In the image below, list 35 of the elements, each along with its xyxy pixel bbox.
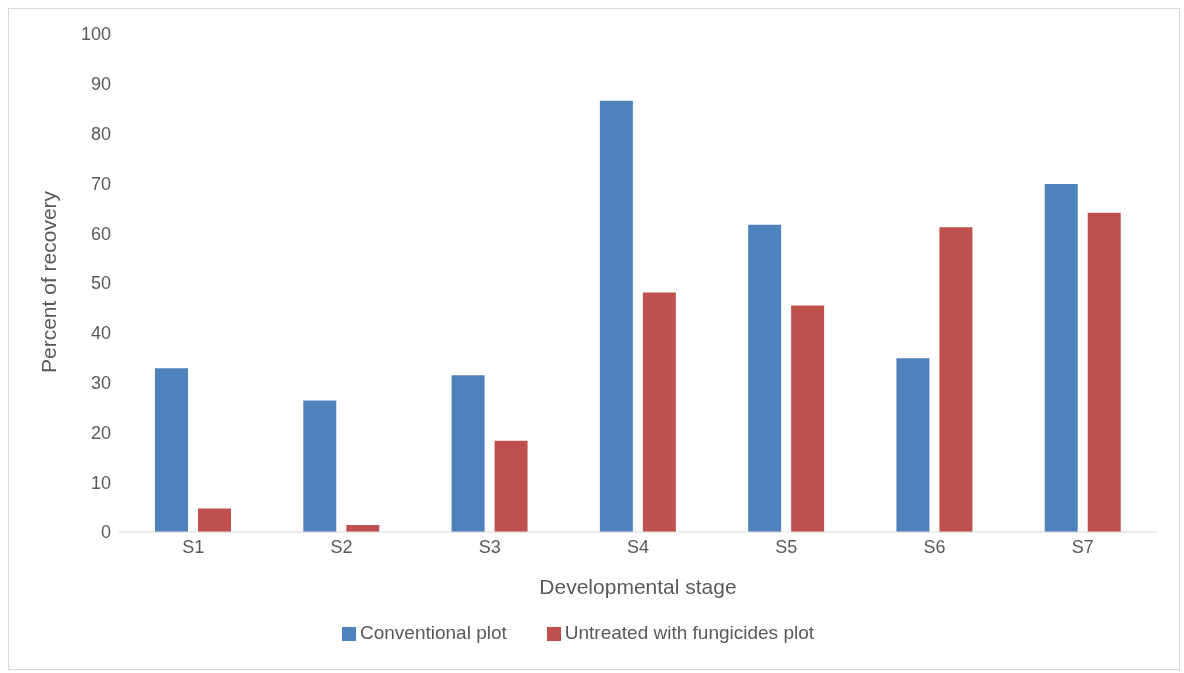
y-tick-label: 60 xyxy=(90,223,111,244)
bar xyxy=(494,440,528,532)
bar xyxy=(1044,183,1078,532)
bar xyxy=(896,358,930,532)
bar xyxy=(939,227,973,532)
x-axis-title: Developmental stage xyxy=(539,575,737,598)
x-tick-label: S6 xyxy=(923,536,946,557)
y-tick-label: 70 xyxy=(90,173,111,194)
y-axis-title: Percent of recovery xyxy=(37,190,61,373)
legend-label: Conventional plot xyxy=(359,622,507,643)
x-tick-label: S1 xyxy=(182,536,205,557)
bar xyxy=(642,292,676,532)
y-tick-label: 90 xyxy=(90,74,111,95)
bar xyxy=(599,100,633,532)
x-tick-label: S7 xyxy=(1071,536,1094,557)
x-tick-label: S4 xyxy=(626,536,650,557)
bar xyxy=(303,400,337,532)
y-tick-label: 0 xyxy=(100,522,111,543)
y-tick-label: 80 xyxy=(90,123,111,144)
y-tick-label: 20 xyxy=(90,422,111,443)
bar xyxy=(791,305,825,532)
bar xyxy=(198,508,231,532)
x-tick-label: S3 xyxy=(478,536,501,557)
legend-label: Untreated with fungicides plot xyxy=(564,622,815,643)
y-tick-label: 10 xyxy=(90,472,111,493)
bar xyxy=(748,224,782,532)
bar xyxy=(155,368,188,532)
bar xyxy=(451,375,485,532)
y-tick-label: 30 xyxy=(90,372,111,393)
y-tick-label: 50 xyxy=(90,273,111,294)
x-tick-label: S2 xyxy=(330,536,353,557)
y-tick-label: 40 xyxy=(90,323,111,344)
y-tick-label: 100 xyxy=(80,24,111,45)
x-tick-label: S5 xyxy=(775,536,798,557)
bar xyxy=(1087,212,1121,532)
